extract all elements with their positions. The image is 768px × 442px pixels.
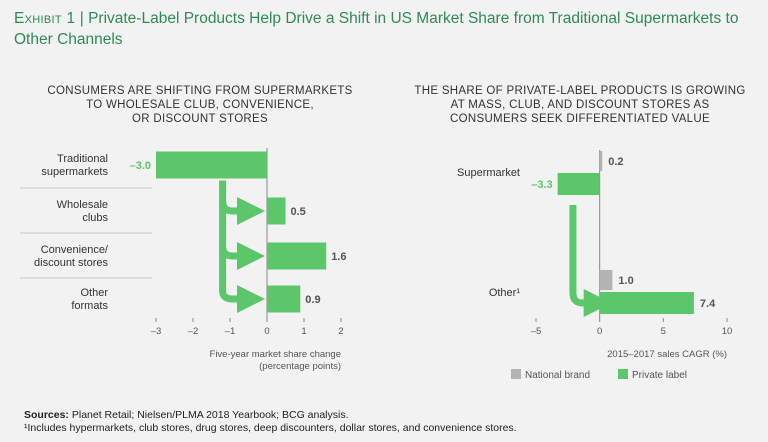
left-value-label: –3.0	[130, 160, 151, 172]
left-subtitle-line: CONSUMERS ARE SHIFTING FROM SUPERMARKETS	[47, 85, 353, 97]
left-bar	[267, 197, 286, 225]
legend-label-private-label: Private label	[632, 370, 687, 381]
left-bar	[156, 151, 267, 179]
right-bar-private-label	[557, 173, 600, 195]
left-chart-subtitle: CONSUMERS ARE SHIFTING FROM SUPERMARKETS…	[20, 84, 380, 126]
left-value-label: 0.9	[305, 294, 320, 306]
right-value-label: 7.4	[700, 298, 716, 310]
left-tick-label: –1	[225, 326, 236, 337]
legend-swatch-national-brand	[511, 369, 521, 379]
right-category-label: Other¹	[489, 287, 521, 299]
left-category-label: formats	[71, 300, 108, 312]
right-flow-arrow	[569, 205, 612, 317]
left-axis-title: Five-year market share change	[210, 349, 341, 360]
right-tick-label: –5	[531, 326, 542, 337]
left-value-label: 0.5	[291, 206, 306, 218]
right-bar-national-brand	[599, 270, 613, 290]
sources-text: Planet Retail; Nielsen/PLMA 2018 Yearboo…	[68, 409, 349, 421]
right-chart-subtitle: THE SHARE OF PRIVATE-LABEL PRODUCTS IS G…	[400, 84, 760, 126]
title-separator: |	[75, 10, 89, 27]
right-subtitle-line: THE SHARE OF PRIVATE-LABEL PRODUCTS IS G…	[414, 85, 746, 97]
sources-line: Sources: Planet Retail; Nielsen/PLMA 201…	[24, 409, 517, 422]
left-axis-title: (percentage points)	[259, 361, 341, 372]
left-category-label: clubs	[82, 212, 108, 224]
right-value-label: –3.3	[531, 179, 552, 191]
left-subtitle-line: OR DISCOUNT STORES	[132, 113, 268, 125]
legend-label-national-brand: National brand	[525, 370, 590, 381]
sources-label: Sources:	[24, 409, 69, 421]
left-flow-arrow	[219, 197, 265, 225]
left-bar	[267, 285, 301, 313]
exhibit-title: Exhibit 1 | Private-Label Products Help …	[14, 8, 754, 50]
left-tick-label: –2	[188, 326, 199, 337]
left-tick-label: 1	[301, 326, 306, 337]
right-bar-national-brand	[599, 151, 603, 171]
left-tick-label: –3	[151, 326, 162, 337]
right-value-label: 0.2	[608, 156, 623, 168]
left-category-label: Convenience/	[41, 244, 109, 256]
left-category-label: Traditional	[57, 153, 108, 165]
right-value-label: 1.0	[618, 275, 633, 287]
left-value-label: 1.6	[331, 251, 346, 263]
legend-swatch-private-label	[618, 369, 628, 379]
right-tick-label: 10	[722, 326, 733, 337]
right-chart: Supermarket Other¹ 0.2 1.0 –3.3 7.4 –5 0 5 10 2015…	[457, 150, 732, 381]
left-subtitle-line: TO WHOLESALE CLUB, CONVENIENCE,	[86, 99, 314, 111]
right-axis-title: 2015–2017 sales CAGR (%)	[607, 349, 727, 360]
footer: Sources: Planet Retail; Nielsen/PLMA 201…	[24, 409, 517, 435]
exhibit-label: Exhibit 1	[14, 10, 76, 27]
left-category-label: discount stores	[34, 257, 108, 269]
right-subtitle-line: CONSUMERS SEEK DIFFERENTIATED VALUE	[450, 113, 710, 125]
left-tick-label: 2	[338, 326, 343, 337]
right-category-label: Supermarket	[457, 167, 520, 179]
exhibit-headline: Private-Label Products Help Drive a Shif…	[14, 10, 739, 48]
left-category-label: Other	[80, 287, 108, 299]
left-flow-arrow	[219, 180, 265, 313]
footnote: ¹Includes hypermarkets, club stores, dru…	[24, 422, 517, 434]
right-tick-label: 5	[661, 326, 666, 337]
left-category-label: Wholesale	[57, 199, 108, 211]
left-category-label: supermarkets	[41, 166, 108, 178]
left-tick-label: 0	[264, 326, 269, 337]
left-flow-arrow	[219, 242, 265, 270]
right-bar-private-label	[599, 292, 694, 314]
left-bar	[267, 242, 327, 270]
right-tick-label: 0	[597, 326, 602, 337]
right-subtitle-line: AT MASS, CLUB, AND DISCOUNT STORES AS	[450, 99, 710, 111]
